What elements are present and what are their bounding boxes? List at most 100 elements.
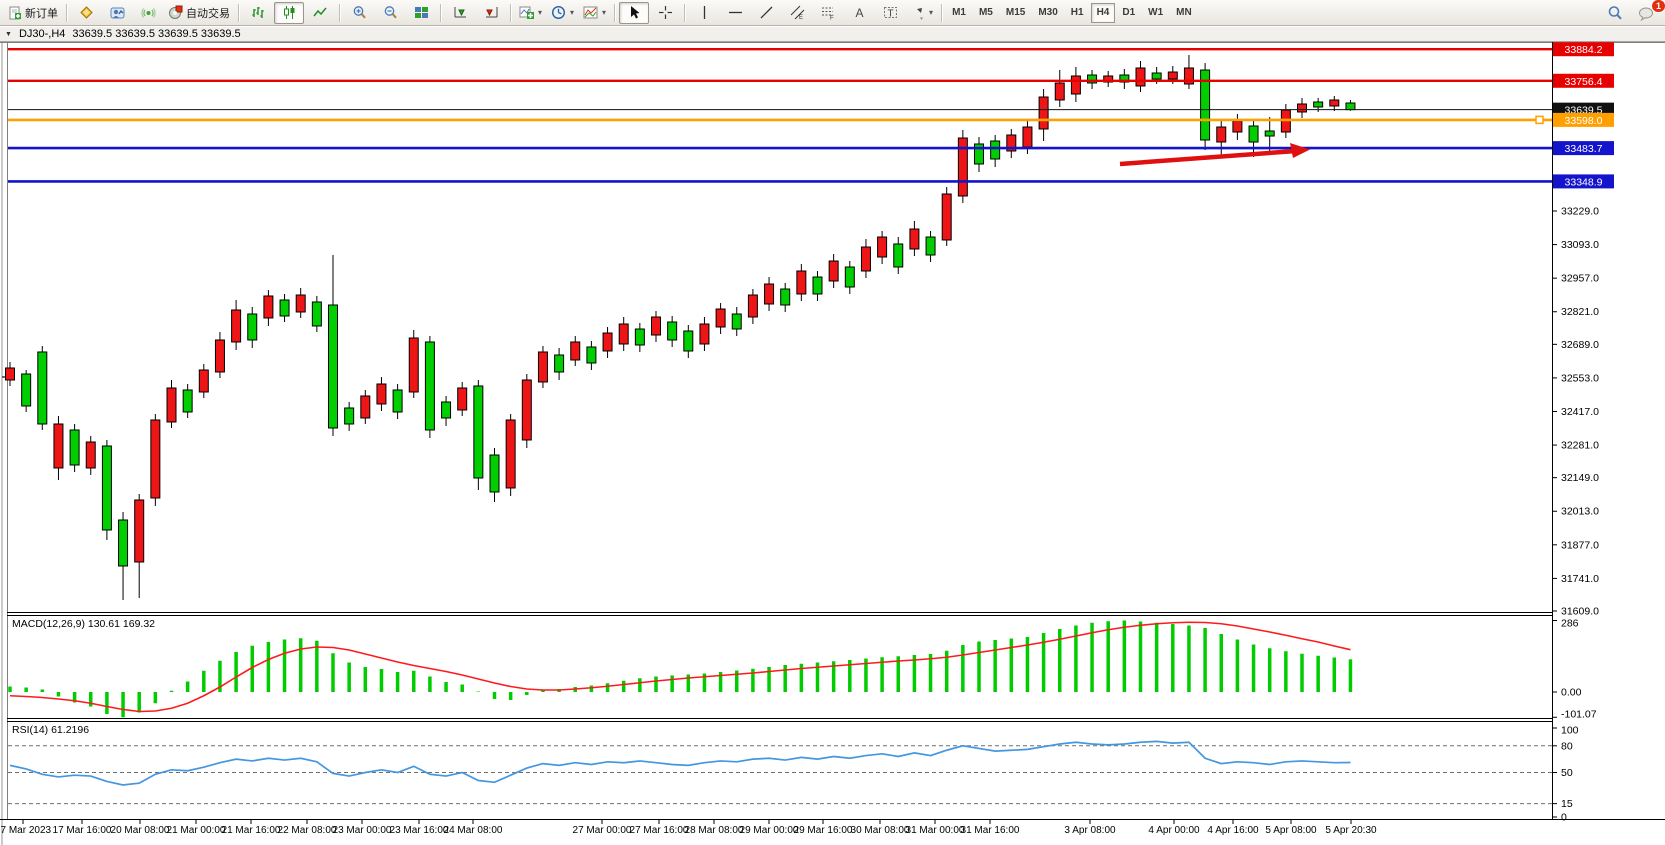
cursor-icon xyxy=(630,6,640,19)
candle-body xyxy=(974,143,984,165)
candle-body xyxy=(683,330,694,352)
candlestick-chart-icon xyxy=(283,6,294,19)
time-axis-label: 23 Mar 16:00 xyxy=(390,825,449,836)
svg-text:A: A xyxy=(855,6,863,20)
templates-button[interactable]: ▾ xyxy=(579,2,610,24)
new-order-icon xyxy=(9,6,21,19)
vertical-line-button[interactable] xyxy=(689,2,719,24)
auto-scroll-button[interactable] xyxy=(445,2,475,24)
candle-body xyxy=(1345,102,1356,111)
candle-body xyxy=(731,313,742,330)
candle-body xyxy=(5,367,15,381)
tab-timeframe-mn[interactable]: MN xyxy=(1176,7,1192,18)
time-axis-label: 23 Mar 00:00 xyxy=(333,825,392,836)
periods-button[interactable]: ▾ xyxy=(547,2,578,24)
candle-body xyxy=(909,228,920,250)
tab-timeframe-m15[interactable]: M15 xyxy=(1005,7,1026,18)
tab-timeframe-m1[interactable]: M1 xyxy=(952,7,966,18)
auto-scroll-icon xyxy=(454,7,466,18)
fibonacci-button[interactable]: F xyxy=(813,2,843,24)
time-axis-label: 31 Mar 00:00 xyxy=(906,825,965,836)
arrow-head xyxy=(1290,143,1310,158)
candle-body xyxy=(473,385,484,479)
new-order-button[interactable]: 新订单 xyxy=(4,2,62,24)
axis-tick-label: 32957.0 xyxy=(1561,273,1599,285)
cursor-button[interactable] xyxy=(619,1,650,24)
toolbar-separator xyxy=(440,3,441,22)
trendline-button[interactable] xyxy=(751,2,781,24)
bar-chart-button[interactable] xyxy=(243,2,273,24)
tab-timeframe-m5[interactable]: M5 xyxy=(978,7,993,18)
time-axis-label: 30 Mar 08:00 xyxy=(851,825,910,836)
toolbar-separator xyxy=(684,3,686,22)
candle-body xyxy=(990,140,1001,160)
arrow-shaft xyxy=(1119,148,1297,167)
arrows-button[interactable]: ▾ xyxy=(906,2,937,24)
horizontal-line-button[interactable] xyxy=(720,2,750,24)
tab-timeframe-m30[interactable]: M30 xyxy=(1038,7,1058,18)
profile-chart-button[interactable] xyxy=(102,2,132,24)
price-level-badge xyxy=(1553,112,1614,127)
candle-body xyxy=(1216,126,1227,143)
rsi-label: RSI(14) 61.2196 xyxy=(12,724,89,736)
gold-diamond-button[interactable] xyxy=(71,2,101,24)
collapse-triangle-icon[interactable]: ▼ xyxy=(5,30,12,38)
macd-signal-line xyxy=(9,621,1351,713)
candle-body xyxy=(85,441,96,469)
zoom-out-icon xyxy=(384,6,397,19)
axis-tick-label: -101.07 xyxy=(1561,709,1597,721)
time-axis-label: 5 Apr 20:30 xyxy=(1325,825,1377,836)
chart-shift-button[interactable] xyxy=(476,2,506,24)
time-axis-label: 21 Mar 16:00 xyxy=(222,825,281,836)
tab-timeframe-d1[interactable]: D1 xyxy=(1122,7,1136,18)
horizontal-line-icon xyxy=(728,11,742,14)
zoom-out-button[interactable] xyxy=(375,2,405,24)
text-button[interactable]: A xyxy=(844,2,874,24)
time-axis-label: 4 Apr 16:00 xyxy=(1207,825,1259,836)
candle-body xyxy=(634,328,645,346)
notifications-button[interactable]: 1 xyxy=(1631,0,1665,24)
autotrading-button[interactable]: 自动交易 xyxy=(164,2,234,24)
equidistant-channel-button[interactable]: E xyxy=(782,2,812,24)
zoom-in-icon xyxy=(353,6,366,19)
candle-body xyxy=(747,294,758,318)
candle-body xyxy=(1248,125,1259,143)
candle-body xyxy=(424,341,435,431)
templates-icon xyxy=(583,6,598,19)
candle-body xyxy=(957,137,968,197)
tab-timeframe-w1[interactable]: W1 xyxy=(1148,7,1164,18)
candle-body xyxy=(554,354,565,373)
candle-body xyxy=(1329,99,1340,107)
crosshair-button[interactable] xyxy=(650,2,680,24)
candle-body xyxy=(101,445,112,531)
chart-background xyxy=(0,26,1665,845)
axis-tick-label: 31609.0 xyxy=(1561,606,1599,618)
axis-tick-label: 32013.0 xyxy=(1561,506,1599,518)
indicators-icon xyxy=(519,6,534,19)
price-axis: 33229.0 33093.0 32957.0 32821.0 32689.0 32553… xyxy=(1552,206,1599,618)
chevron-down-icon: ▾ xyxy=(538,8,543,17)
search-button[interactable] xyxy=(1600,2,1630,24)
macd-pane: 286 0.00 -101.07 MACD(12,26,9) 130.61 169.3… xyxy=(8,618,1597,721)
candle-body xyxy=(860,246,871,272)
candlestick-chart-button[interactable] xyxy=(274,1,304,24)
candle-body xyxy=(1151,72,1162,80)
candle-body xyxy=(150,419,161,499)
candle-body xyxy=(1070,75,1081,95)
line-chart-button[interactable] xyxy=(305,2,335,24)
tab-timeframe-h1[interactable]: H1 xyxy=(1070,7,1084,18)
toolbar-separator xyxy=(510,3,511,22)
tile-windows-button[interactable] xyxy=(406,2,436,24)
axis-tick-label: 32149.0 xyxy=(1561,472,1599,484)
signals-button[interactable] xyxy=(133,2,163,24)
candle-body xyxy=(1232,120,1243,133)
indicators-button[interactable]: ▾ xyxy=(515,2,546,24)
zoom-in-button[interactable] xyxy=(344,2,374,24)
tab-timeframe-h4[interactable]: H4 xyxy=(1090,2,1116,23)
text-label-button[interactable]: T xyxy=(875,2,905,24)
candle-body xyxy=(360,395,371,419)
time-axis-label: 28 Mar 08:00 xyxy=(685,825,744,836)
search-icon xyxy=(1608,5,1622,19)
candle-body xyxy=(408,337,419,393)
